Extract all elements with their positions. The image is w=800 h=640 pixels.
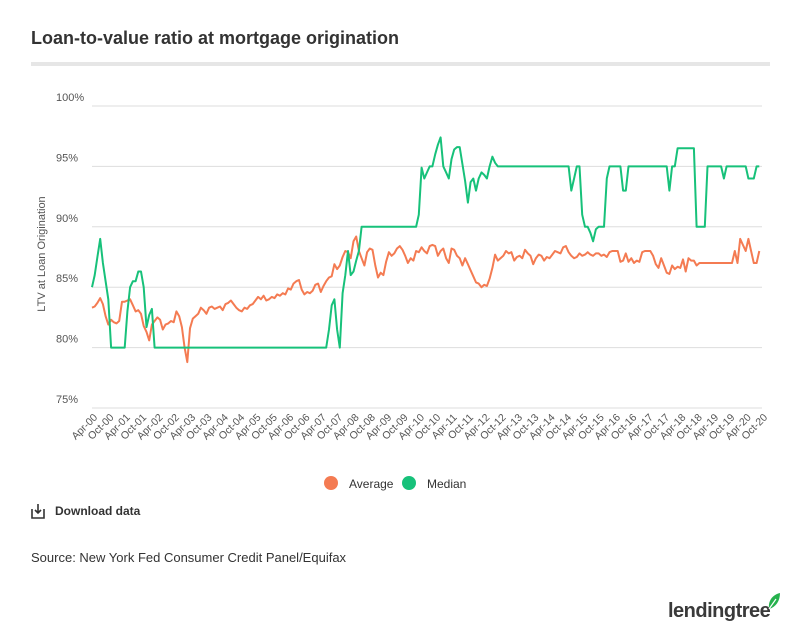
x-axis-tick-labels: Apr-00Oct-00Apr-01Oct-01Apr-02Oct-02Apr-…	[69, 412, 770, 443]
y-tick-label: 85%	[56, 273, 78, 285]
source-note: Source: New York Fed Consumer Credit Pan…	[31, 550, 347, 565]
y-tick-label: 100%	[56, 92, 84, 104]
legend-label-median[interactable]: Median	[427, 477, 466, 491]
lendingtree-logo: lendingtree	[668, 591, 782, 623]
legend-label-average[interactable]: Average	[349, 477, 394, 491]
y-tick-label: 90%	[56, 213, 78, 225]
series-line-average[interactable]	[91, 235, 761, 364]
gridlines	[92, 105, 762, 409]
download-icon	[31, 504, 45, 519]
leaf-icon	[768, 593, 781, 610]
y-axis-label: LTV at Loan Origination	[36, 196, 48, 311]
y-tick-label: 80%	[56, 334, 78, 346]
download-label: Download data	[55, 504, 141, 518]
chart-title: Loan-to-value ratio at mortgage originat…	[31, 28, 400, 48]
title-divider	[31, 62, 770, 66]
y-axis-tick-labels: 75% 80% 85% 90% 95% 100%	[56, 92, 84, 406]
series-line-median[interactable]	[91, 136, 760, 349]
series-lines	[91, 136, 761, 364]
y-tick-label: 95%	[56, 152, 78, 164]
y-tick-label: 75%	[56, 394, 78, 406]
legend-swatch-median[interactable]	[402, 476, 416, 490]
download-data-button[interactable]: Download data	[31, 503, 140, 519]
brand-name: lendingtree	[668, 600, 771, 622]
legend: Average Median	[324, 476, 466, 491]
legend-swatch-average[interactable]	[324, 476, 338, 490]
